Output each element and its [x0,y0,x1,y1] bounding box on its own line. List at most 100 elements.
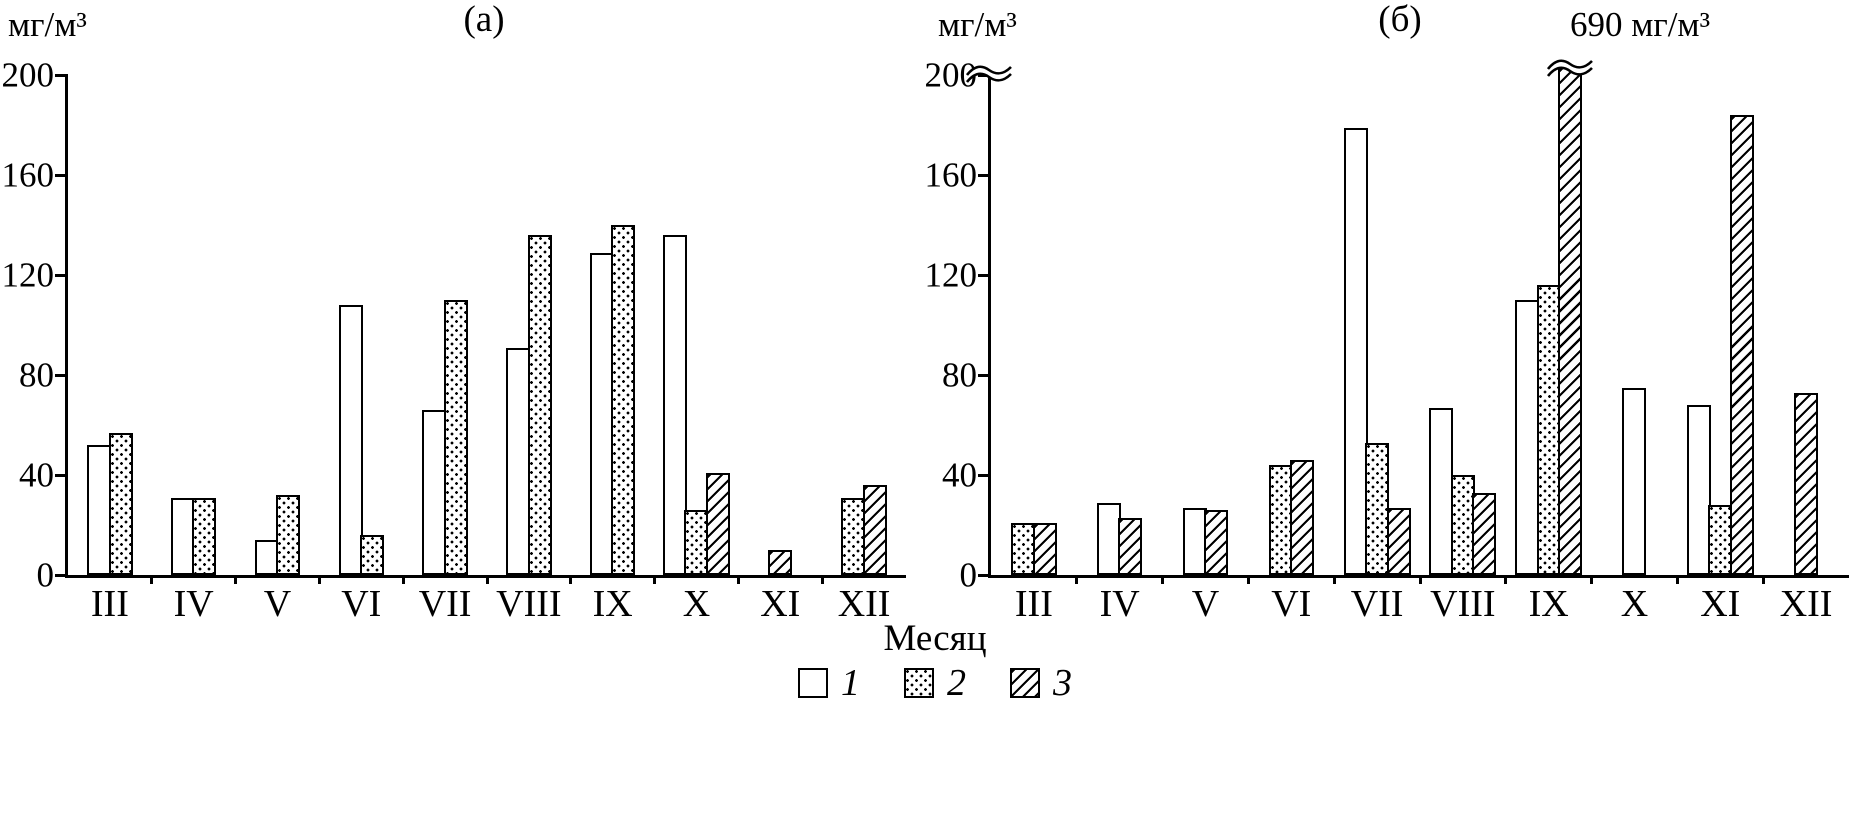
y-tick-mark [55,173,68,177]
y-tick-mark [978,373,991,377]
x-tick-mark [653,575,657,584]
bar-series-1-month-VII [1343,127,1368,575]
month-slot-VII [403,75,487,575]
month-slot-VI [319,75,403,575]
legend-swatch-plain-icon [798,668,828,698]
legend-label-1: 1 [841,662,860,704]
bar-series-3-month-VI [1290,460,1315,575]
x-axis-title: Месяц [883,618,987,659]
plot-area-a: 0 40 80 120 160 200 [2,58,906,593]
y-tick-mark [55,373,68,377]
y-axis-unit-label-b: мг/м³ [938,5,1017,44]
y-tick-label: 200 [1,55,55,95]
x-tick-mark [485,575,489,584]
x-tick-mark [820,575,824,584]
bar-series-1-month-VIII [506,347,531,575]
x-tick-mark [569,575,573,584]
month-slot-X [655,75,739,575]
bar-series-3-month-XI [768,550,793,575]
month-slot-VIII [1420,75,1506,575]
bar-series-2-month-VII [1365,442,1390,575]
plot-area-b: 0 40 80 120 160 200 [925,58,1849,593]
bar-series-3-month-V [1204,510,1229,575]
bar-series-1-month-V [1182,507,1207,575]
y-tick-mark [55,473,68,477]
bar-series-1-month-X [662,235,687,575]
legend-item-1: 1 [798,664,860,702]
bar-series-2-month-VI [1268,465,1293,575]
x-tick-mark [1075,575,1079,584]
bar-series-3-month-X [705,472,730,575]
bar-group-IV [1096,502,1143,575]
bar-series-2-month-XI [1708,505,1733,575]
x-tick-mark [1504,575,1508,584]
y-tick-label: 40 [19,455,54,495]
legend-label-3: 3 [1053,662,1072,704]
month-slot-X [1592,75,1678,575]
bar-series-1-month-X [1622,387,1647,575]
bar-series-3-month-VII [1386,507,1411,575]
y-tick-mark [978,573,991,577]
bar-series-3-month-XI [1729,115,1754,575]
y-tick-label: 0 [959,555,978,595]
month-slot-III [991,75,1077,575]
x-tick-mark [1590,575,1594,584]
y-tick-label: 200 [924,55,978,95]
bar-series-3-month-IX [1547,59,1594,575]
legend-swatch-hatch-icon [1010,668,1040,698]
bar-group-V [1182,507,1229,575]
month-slot-VIII [487,75,571,575]
panel-b-title: (б) [1378,0,1422,40]
bar-group-VI [1268,460,1315,575]
bar-series-3-month-IV [1118,517,1143,575]
bar-group-X [1622,387,1647,575]
x-tick-mark [1418,575,1422,584]
y-tick-label: 160 [924,155,978,195]
bar-series-1-month-VI [338,305,363,575]
y-tick-label: 80 [942,355,977,395]
bar-group-VIII [506,235,552,575]
y-tick-label: 80 [19,355,54,395]
month-slot-XII [1763,75,1849,575]
month-slot-V [236,75,320,575]
x-tick-mark [150,575,154,584]
bar-series-3-month-XII [1794,392,1819,575]
axis-break-icon [966,65,1012,83]
bar-group-VII [422,300,468,575]
panel-a-title: (а) [463,0,505,40]
x-tick-mark [1332,575,1336,584]
legend-label-2: 2 [947,662,966,704]
month-slot-V [1163,75,1249,575]
bar-group-III [1011,522,1057,575]
y-tick-label: 120 [924,255,978,295]
bar-group-III [87,432,133,575]
offscale-value-annotation: 690 мг/м³ [1569,5,1711,44]
month-slot-XI [1677,75,1763,575]
bar-series-1-month-IX [1515,300,1540,575]
bar-group-IV [170,497,217,575]
bar-group-VI [338,305,385,575]
y-tick-mark [55,73,68,77]
y-tick-label: 40 [942,455,977,495]
bar-group-V [254,495,301,575]
x-tick-mark [317,575,321,584]
y-tick-mark [978,273,991,277]
month-slot-III [68,75,152,575]
bar-series-1-month-VII [422,410,447,575]
bar-group-XI [1686,115,1754,575]
bar-series-3-month-III [1032,522,1057,575]
month-slot-IX [1506,59,1594,575]
bar-group-VIII [1429,407,1497,575]
bar-series-3-month-VIII [1472,492,1497,575]
bar-group-X [662,235,730,575]
month-slot-VII [1334,75,1420,575]
bar-group-VII [1343,127,1411,575]
x-tick-mark [401,575,405,584]
y-tick-mark [978,473,991,477]
bar-series-1-month-IV [1096,502,1121,575]
x-tick-mark [1246,575,1250,584]
bar-group-IX [589,225,636,575]
